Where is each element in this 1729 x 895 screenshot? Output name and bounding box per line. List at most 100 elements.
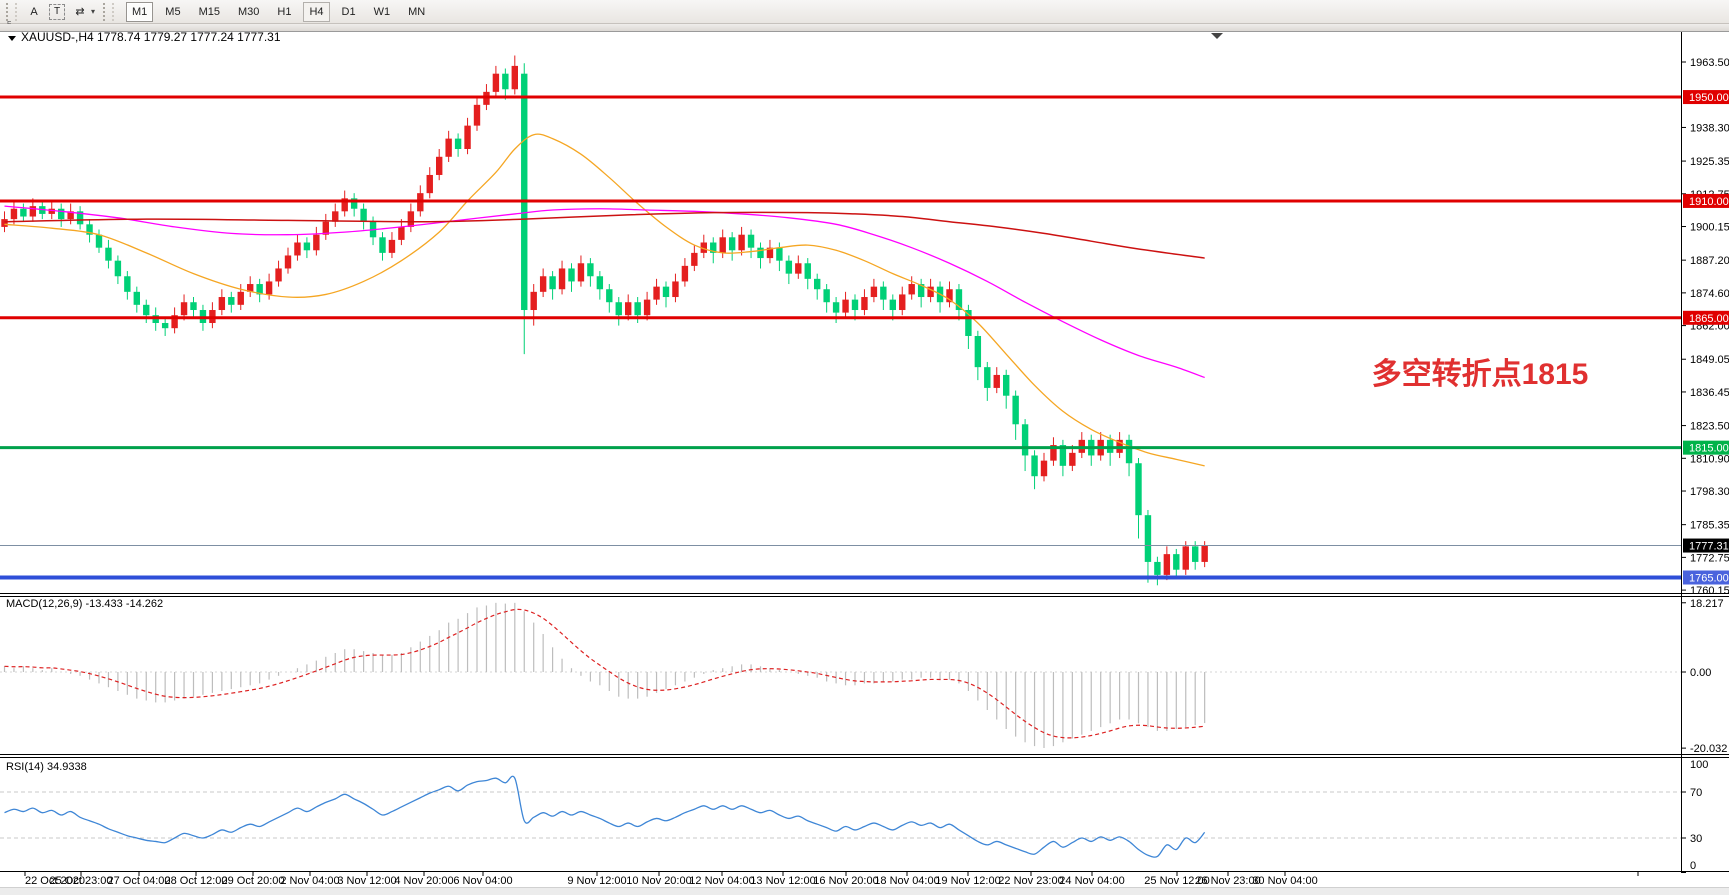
candle-body (993, 374, 1000, 388)
price-tick-label: 1963.50 (1690, 57, 1729, 69)
timeframe-button-w1[interactable]: W1 (373, 5, 391, 18)
candle-body (124, 276, 131, 292)
candle-body (899, 294, 906, 311)
candle-body (1173, 554, 1180, 570)
candle-body (171, 315, 178, 329)
macd-tick-label: 18.217 (1690, 598, 1724, 610)
candle-body (728, 237, 736, 251)
level-badge (1683, 570, 1729, 585)
timeframe-toolbar-drag-handle[interactable] (103, 2, 115, 21)
timeframe-button-mn[interactable]: MN (408, 5, 426, 18)
time-tick-label: 25 Nov 12:00 (1144, 875, 1209, 887)
candle-body (48, 208, 55, 214)
price-tick-label: 1798.30 (1690, 486, 1729, 498)
time-tick-label: 18 Nov 04:00 (874, 875, 939, 887)
candle-body (473, 104, 481, 126)
chart-title: XAUUSD-,H4 1778.74 1779.27 1777.24 1777.… (21, 30, 281, 44)
candle-body (322, 221, 329, 235)
rsi-scale[interactable]: 100 70 30 0 (1681, 757, 1708, 873)
level-badge-label: 1910.00 (1689, 196, 1729, 208)
candle-body (1031, 455, 1038, 477)
candle-body (445, 138, 452, 157)
candle-body (965, 310, 972, 336)
candle-body (10, 208, 18, 220)
candle-body (502, 73, 509, 90)
text-label-tool[interactable]: A (30, 5, 38, 18)
current-price-label: 1777.31 (1689, 541, 1729, 553)
candle-body (247, 284, 254, 292)
arrows-tool[interactable]: ⇄ (75, 6, 85, 18)
time-tick-label: 13 Nov 12:00 (750, 875, 815, 887)
price-tick-label: 1938.30 (1690, 122, 1729, 134)
timeframe-button-h1[interactable]: H1 (277, 5, 292, 18)
rsi-tick-label: 0 (1690, 860, 1696, 872)
candle-body (710, 242, 717, 253)
candle-body (662, 286, 670, 298)
candle-body (237, 291, 244, 305)
candle-body (832, 302, 840, 313)
price-tick-label: 1785.35 (1690, 520, 1729, 532)
candle-body (955, 289, 963, 311)
candle-body (407, 211, 415, 227)
candle-body (1163, 554, 1171, 575)
candle-body (700, 242, 707, 253)
candle-body (388, 239, 396, 253)
right-shift-marker-icon[interactable] (1211, 33, 1223, 39)
level-badge (1683, 193, 1729, 208)
macd-scale[interactable]: 18.217 0.00 -20.032 (1681, 598, 1727, 755)
timeframe-button-m15[interactable]: M15 (198, 5, 220, 18)
candle-body (1069, 452, 1076, 466)
price-scale[interactable]: 1963.501938.301925.351912.751900.151887.… (1681, 57, 1729, 597)
time-tick-label: 10 Nov 20:00 (626, 875, 691, 887)
candle-body (861, 297, 868, 311)
candle-body (1040, 460, 1048, 477)
timeframe-button-m5[interactable]: M5 (165, 5, 181, 18)
time-tick-label: 19 Nov 12:00 (935, 875, 1000, 887)
ma-fast-orange-line (4, 133, 1205, 467)
arrows-dropdown-caret[interactable]: ▾ (91, 7, 96, 16)
candle-body (766, 247, 774, 259)
timeframe-button-m1[interactable]: M1 (126, 1, 154, 22)
timeframe-button-h4[interactable]: H4 (303, 1, 330, 22)
candle-body (587, 263, 594, 277)
rsi-tick-label: 70 (1690, 787, 1702, 799)
time-tick-label: 4 Nov 20:00 (394, 875, 453, 887)
candle-body (842, 299, 849, 313)
candle-body (851, 299, 859, 311)
candle-body (917, 284, 925, 298)
candle-body (1135, 463, 1142, 516)
candle-body (795, 263, 802, 274)
macd-histogram (3, 602, 1206, 748)
candle-body (785, 260, 793, 274)
rsi-line (4, 775, 1206, 858)
candle-body (1012, 395, 1019, 425)
window-bottom-strip (0, 887, 1729, 895)
candle-body (67, 211, 74, 220)
candle-body (738, 234, 745, 251)
candle-body (218, 297, 226, 311)
toolbar-drag-handle[interactable]: F (6, 2, 17, 28)
candle-body (606, 289, 613, 303)
time-tick-label: 24 Nov 04:00 (1059, 875, 1124, 887)
rsi-tick-label: 30 (1690, 833, 1702, 845)
generated-chart-layer: 1963.501938.301925.351912.751900.151887.… (0, 31, 1729, 895)
candle-body (1192, 546, 1199, 562)
text-box-tool[interactable]: T (49, 3, 65, 20)
symbol-dropdown-icon[interactable] (8, 36, 16, 41)
time-tick-label: 27 Oct 04:00 (108, 875, 171, 887)
candle-body (398, 226, 405, 240)
price-tick-label: 1874.60 (1690, 288, 1729, 300)
candle-body (530, 291, 537, 311)
time-tick-label: 22 Nov 23:00 (998, 875, 1063, 887)
macd-tick-label: -20.032 (1690, 743, 1727, 755)
candle-body (568, 268, 575, 282)
candle-body (303, 242, 311, 251)
candle-body (974, 335, 982, 368)
timeframe-button-m30[interactable]: M30 (237, 5, 260, 18)
candle-body (1154, 561, 1161, 575)
candle-body (946, 289, 953, 303)
timeframe-button-d1[interactable]: D1 (341, 5, 356, 18)
